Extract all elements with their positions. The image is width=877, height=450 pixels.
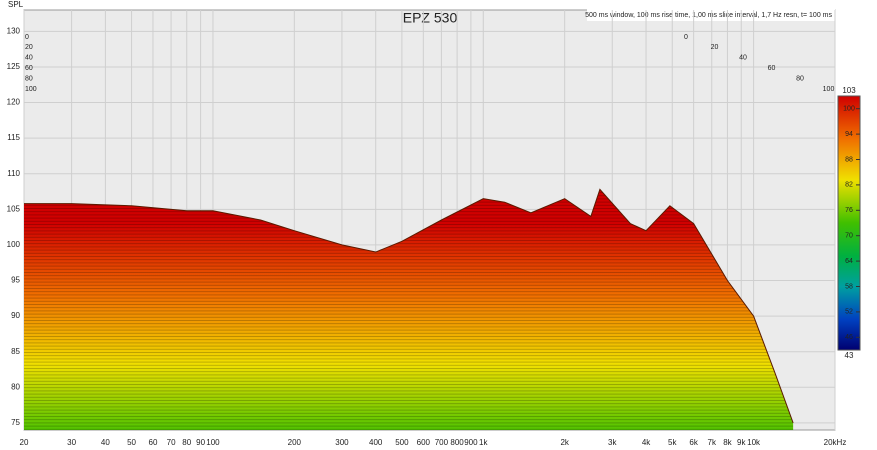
info-text: 500 ms window, 100 ms rise time, 1,00 ms… [585, 12, 832, 19]
y-tick-label: 95 [11, 276, 20, 285]
y-tick-label: 130 [7, 26, 21, 35]
y-tick-label: 85 [11, 347, 20, 356]
y-tick-label: 120 [7, 98, 21, 107]
x-tick-label: 60 [149, 438, 158, 447]
y-tick-label: 100 [7, 240, 21, 249]
time-label-left: 20 [25, 44, 33, 51]
y-axis-label: SPL [8, 0, 24, 9]
x-tick-label: 200 [288, 438, 302, 447]
time-label-right: 100 [823, 86, 835, 93]
x-tick-label: 20kHz [824, 438, 847, 447]
y-tick-label: 80 [11, 382, 20, 391]
colorbar-tick-label: 82 [845, 182, 853, 189]
x-tick-label: 700 [435, 438, 449, 447]
x-tick-label: 800 [450, 438, 464, 447]
x-tick-label: 9k [737, 438, 746, 447]
time-label-right: 20 [711, 44, 719, 51]
x-tick-label: 7k [708, 438, 717, 447]
colorbar [837, 95, 861, 351]
x-tick-label: 70 [167, 438, 176, 447]
time-label-left: 40 [25, 55, 33, 62]
time-label-left: 100 [25, 86, 37, 93]
x-tick-label: 40 [101, 438, 110, 447]
y-tick-label: 125 [7, 62, 21, 71]
colorbar-tick-label: 46 [845, 334, 853, 341]
y-tick-label: 115 [7, 133, 20, 142]
x-tick-label: 6k [689, 438, 698, 447]
x-tick-label: 8k [723, 438, 732, 447]
colorbar-tick-label: 94 [845, 131, 853, 138]
y-tick-label: 75 [11, 418, 20, 427]
colorbar-tick-label: 76 [845, 207, 853, 214]
colorbar-tick-label: 64 [845, 258, 853, 265]
time-label-left: 0 [25, 34, 29, 41]
x-tick-label: 1k [479, 438, 488, 447]
colorbar-tick-label: 88 [845, 156, 853, 163]
time-label-left: 60 [25, 65, 33, 72]
time-label-right: 60 [768, 65, 776, 72]
time-label-right: 40 [739, 55, 747, 62]
x-tick-label: 600 [417, 438, 431, 447]
time-label-left: 80 [25, 75, 33, 82]
colorbar-tick-label: 100 [843, 106, 855, 113]
y-tick-label: 110 [7, 169, 20, 178]
x-tick-label: 500 [395, 438, 409, 447]
x-tick-label: 20 [20, 438, 29, 447]
info-box [587, 9, 835, 21]
x-tick-label: 900 [464, 438, 478, 447]
colorbar-max: 103 [842, 86, 856, 95]
colorbar-min: 43 [845, 351, 854, 360]
x-tick-label: 90 [196, 438, 205, 447]
chart-title: EPZ 530 [403, 10, 458, 26]
y-tick-label: 90 [11, 311, 20, 320]
x-tick-label: 300 [335, 438, 349, 447]
colorbar-tick-label: 58 [845, 283, 853, 290]
colorbar-tick-label: 70 [845, 233, 853, 240]
x-tick-label: 400 [369, 438, 383, 447]
x-tick-label: 3k [608, 438, 617, 447]
x-tick-label: 10k [747, 438, 761, 447]
x-tick-label: 5k [668, 438, 677, 447]
y-tick-label: 105 [7, 204, 21, 213]
time-label-right: 80 [796, 75, 804, 82]
surface-edge [24, 188, 794, 424]
colorbar-tick-label: 52 [845, 309, 853, 316]
surface-slices [24, 189, 794, 430]
x-tick-label: 30 [67, 438, 76, 447]
x-tick-label: 50 [127, 438, 136, 447]
x-tick-label: 80 [182, 438, 191, 447]
x-tick-label: 100 [206, 438, 220, 447]
x-tick-label: 2k [560, 438, 569, 447]
time-label-right: 0 [684, 34, 688, 41]
x-tick-label: 4k [642, 438, 651, 447]
